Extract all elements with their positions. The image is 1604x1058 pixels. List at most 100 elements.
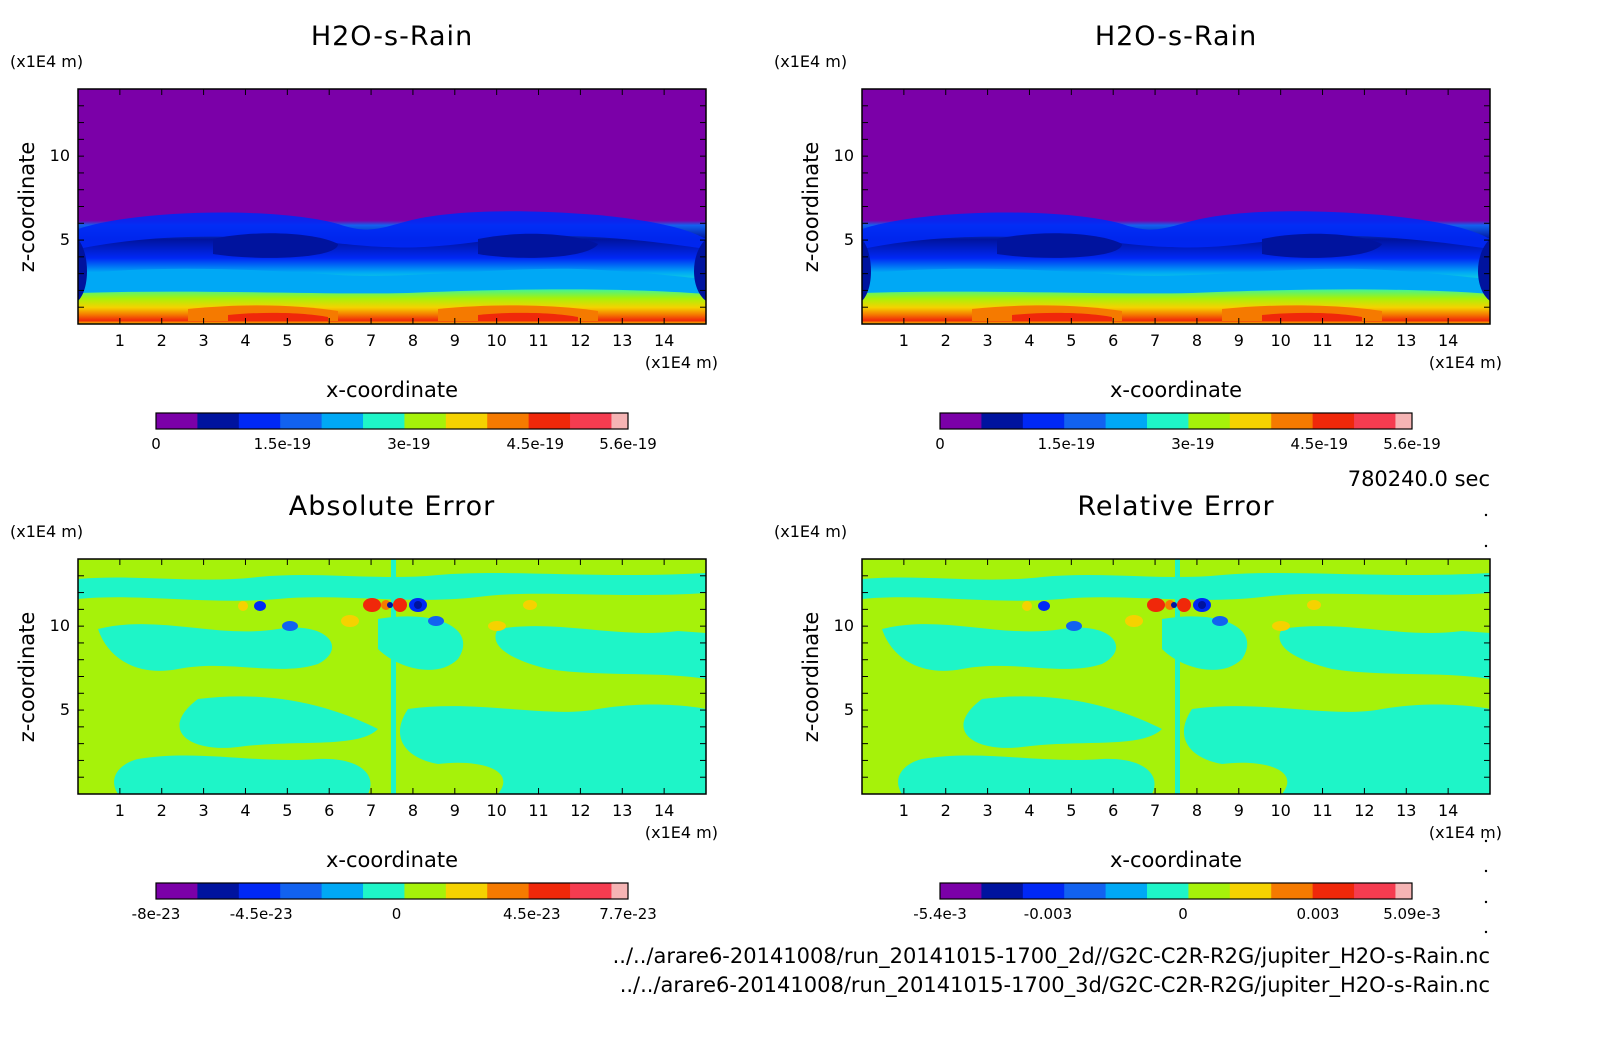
x-tick-label: 6 [324, 801, 334, 820]
colorbar-tick-label: 3e-19 [387, 435, 430, 453]
colorbar-swatch [1147, 883, 1189, 899]
y-tick-label: 10 [50, 616, 70, 635]
colorbar-swatch [940, 883, 982, 899]
colorbar-swatch [570, 413, 612, 429]
x-tick-label: 3 [199, 331, 209, 350]
x-tick-label: 2 [157, 331, 167, 350]
x-tick-label: 6 [1108, 331, 1118, 350]
colorbar-frame [155, 412, 629, 430]
colorbar-swatch [197, 413, 240, 429]
x-tick-label: 9 [1234, 331, 1244, 350]
colorbar-swatch [1188, 883, 1231, 899]
colorbar-swatch [238, 413, 281, 429]
colorbar-tick-label: 4.5e-19 [506, 435, 564, 453]
colorbar-swatch [197, 883, 240, 899]
colorbar: 0 1.5e-19 3e-19 4.5e-19 5.6e-19 [935, 412, 1441, 453]
colorbar-swatch [1105, 883, 1148, 899]
x-tick-label: 10 [1270, 801, 1290, 820]
colorbar-swatch [487, 413, 530, 429]
colorbar-tick-label: 7.7e-23 [599, 905, 657, 923]
colorbar-swatch [1354, 883, 1396, 899]
y-tick-label: 10 [834, 146, 854, 165]
x-tick-label: 13 [612, 801, 632, 820]
x-tick-label: 14 [654, 331, 674, 350]
colorbar-swatch [1271, 883, 1314, 899]
colorbar-tick-label: 5.6e-19 [599, 435, 657, 453]
colorbar-swatch [1312, 883, 1355, 899]
panel-1: H2O-s-Rain (x1E4 m) 1 2 3 4 5 6 7 8 9 10 11 12 13 145… [774, 21, 1502, 453]
x-tick-label: 13 [1396, 801, 1416, 820]
colorbar-swatch [1022, 883, 1065, 899]
colorbar-tick-label: 3e-19 [1171, 435, 1214, 453]
y-tick-label: 5 [60, 230, 70, 249]
x-tick-label: 8 [408, 801, 418, 820]
colorbar-tick-label: 4.5e-19 [1290, 435, 1348, 453]
x-tick-label: 8 [408, 331, 418, 350]
x-tick-label: 9 [1234, 801, 1244, 820]
colorbar-swatch [363, 883, 405, 899]
x-tick-label: 13 [1396, 331, 1416, 350]
colorbar-frame [939, 882, 1413, 900]
colorbar-swatch [1064, 413, 1107, 429]
colorbar-swatch [1395, 413, 1413, 429]
colorbar-tick-label: 0 [1178, 905, 1188, 923]
x-axis-label: x-coordinate [326, 848, 458, 872]
colorbar-swatch [321, 883, 364, 899]
chart-title: H2O-s-Rain [1095, 21, 1257, 52]
colorbar-swatch [280, 883, 323, 899]
x-unit-label: (x1E4 m) [645, 353, 718, 372]
x-tick-label: 7 [1150, 801, 1160, 820]
y-unit-label: (x1E4 m) [774, 52, 847, 71]
y-tick-label: 5 [60, 700, 70, 719]
x-tick-label: 7 [1150, 331, 1160, 350]
x-tick-label: 12 [1354, 331, 1374, 350]
colorbar-swatch [1188, 413, 1231, 429]
x-tick-label: 1 [899, 801, 909, 820]
colorbar-swatch [1229, 883, 1272, 899]
x-axis-label: x-coordinate [1110, 378, 1242, 402]
x-tick-label: 11 [528, 331, 548, 350]
panel-3: Relative Error (x1E4 m) [774, 491, 1502, 923]
colorbar-swatch [156, 883, 198, 899]
x-tick-label: 13 [612, 331, 632, 350]
x-tick-label: 4 [240, 331, 250, 350]
x-tick-label: 12 [570, 331, 590, 350]
x-tick-label: 5 [282, 331, 292, 350]
file-path-2d: ../../arare6-20141008/run_20141015-1700_… [613, 944, 1490, 969]
colorbar-tick-label: 4.5e-23 [503, 905, 561, 923]
y-tick-label: 10 [834, 616, 854, 635]
x-tick-label: 4 [1024, 801, 1034, 820]
y-tick-label: 5 [844, 230, 854, 249]
x-tick-label: 10 [486, 801, 506, 820]
colorbar-tick-label: -8e-23 [132, 905, 181, 923]
x-tick-label: 11 [528, 801, 548, 820]
colorbar-tick-label: -0.003 [1024, 905, 1072, 923]
y-unit-label: (x1E4 m) [10, 522, 83, 541]
x-unit-label: (x1E4 m) [1429, 823, 1502, 842]
chart-title: Relative Error [1077, 491, 1274, 522]
x-tick-label: 1 [115, 801, 125, 820]
colorbar-swatch [1395, 883, 1413, 899]
time-label: 780240.0 sec [1348, 467, 1490, 491]
x-tick-label: 10 [1270, 331, 1290, 350]
x-tick-label: 7 [366, 801, 376, 820]
x-tick-label: 5 [282, 801, 292, 820]
colorbar-swatch [528, 413, 571, 429]
x-tick-label: 14 [1438, 331, 1458, 350]
x-tick-label: 11 [1312, 331, 1332, 350]
colorbar-swatch [238, 883, 281, 899]
x-tick-label: 10 [486, 331, 506, 350]
colorbar-tick-label: 1.5e-19 [1038, 435, 1096, 453]
y-axis-label: z-coordinate [15, 612, 39, 743]
file-path-3d: ../../arare6-20141008/run_20141015-1700_… [620, 973, 1490, 998]
x-tick-label: 2 [157, 801, 167, 820]
colorbar-tick-label: -5.4e-3 [913, 905, 966, 923]
x-axis-label: x-coordinate [1110, 848, 1242, 872]
y-axis-label: z-coordinate [799, 612, 823, 743]
